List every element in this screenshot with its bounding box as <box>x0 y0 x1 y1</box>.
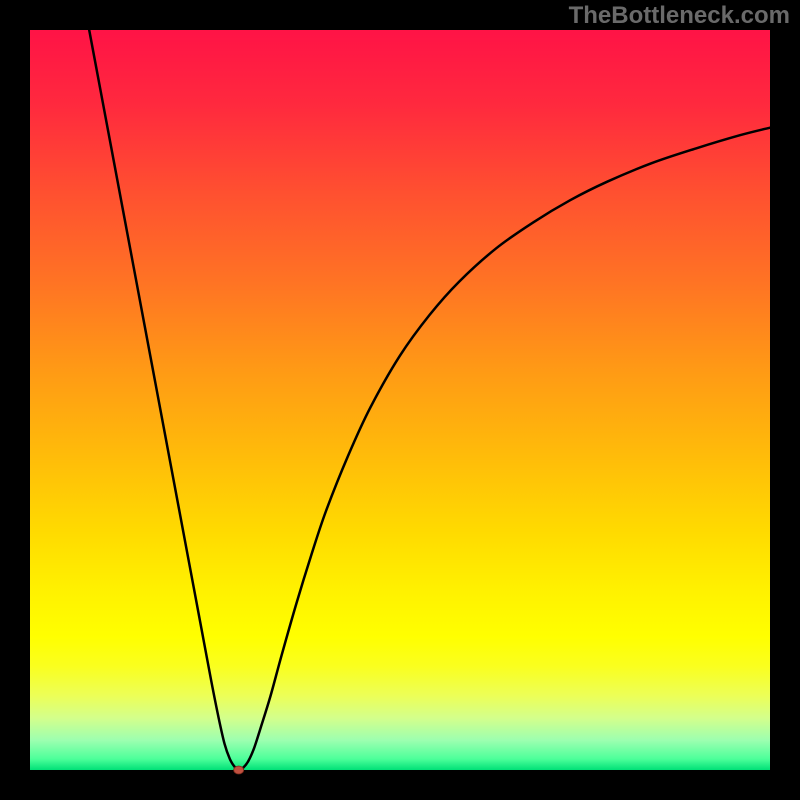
bottleneck-chart: TheBottleneck.com <box>0 0 800 800</box>
watermark-label: TheBottleneck.com <box>569 2 790 30</box>
minimum-marker <box>234 766 244 774</box>
plot-area <box>30 30 770 770</box>
chart-svg <box>0 0 800 800</box>
